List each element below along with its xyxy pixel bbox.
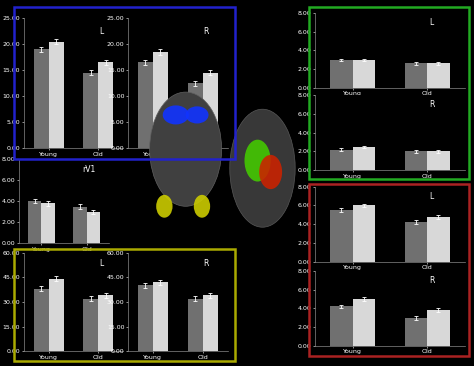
Bar: [83, 299, 99, 351]
Bar: [353, 299, 375, 346]
Text: R: R: [429, 100, 434, 109]
Bar: [153, 282, 168, 351]
Bar: [153, 52, 168, 148]
Bar: [330, 210, 353, 262]
Bar: [202, 295, 218, 351]
Text: rV1: rV1: [82, 165, 96, 174]
Ellipse shape: [194, 195, 210, 218]
Bar: [330, 60, 353, 88]
Bar: [99, 63, 113, 148]
Bar: [99, 295, 113, 351]
Text: R: R: [203, 27, 208, 36]
Bar: [405, 222, 427, 262]
Ellipse shape: [163, 105, 189, 124]
Bar: [42, 203, 55, 243]
Bar: [353, 60, 375, 88]
Bar: [49, 279, 64, 351]
Bar: [427, 152, 449, 170]
Bar: [202, 73, 218, 148]
Text: R: R: [203, 259, 208, 268]
Text: L: L: [99, 27, 103, 36]
Bar: [427, 310, 449, 346]
Text: L: L: [429, 192, 434, 201]
Ellipse shape: [259, 155, 282, 189]
Text: L: L: [429, 18, 434, 27]
Bar: [34, 49, 48, 148]
Ellipse shape: [245, 140, 271, 182]
Ellipse shape: [150, 92, 221, 206]
Bar: [83, 73, 99, 148]
Bar: [28, 201, 41, 243]
Bar: [34, 289, 48, 351]
Bar: [353, 205, 375, 262]
Bar: [49, 42, 64, 148]
Ellipse shape: [156, 195, 173, 218]
Bar: [405, 63, 427, 88]
Bar: [86, 212, 100, 243]
Bar: [188, 83, 203, 148]
Bar: [138, 63, 153, 148]
Bar: [427, 217, 449, 262]
Ellipse shape: [186, 107, 209, 123]
Text: L: L: [99, 259, 103, 268]
Bar: [330, 306, 353, 346]
Bar: [330, 150, 353, 170]
Bar: [405, 318, 427, 346]
Bar: [188, 299, 203, 351]
Bar: [405, 152, 427, 170]
Bar: [427, 63, 449, 88]
Bar: [73, 206, 86, 243]
Bar: [138, 285, 153, 351]
Bar: [353, 147, 375, 170]
Text: R: R: [429, 276, 434, 285]
Ellipse shape: [230, 109, 295, 227]
